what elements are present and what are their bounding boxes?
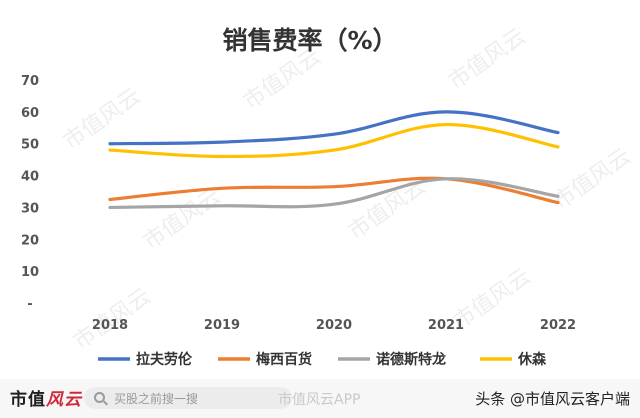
series-line: [108, 177, 560, 210]
x-tick-label: 2019: [204, 318, 240, 333]
legend-label: 休森: [517, 351, 547, 368]
series-lines: [108, 110, 560, 210]
legend-label: 拉夫劳伦: [136, 351, 193, 368]
legend: 拉夫劳伦 梅西百货 诺德斯特龙 休森: [98, 351, 547, 368]
x-tick-label: 2022: [540, 318, 576, 333]
watermark-text: 市值风云: [444, 24, 530, 95]
y-tick-label: 30: [21, 201, 39, 216]
y-tick-label: 60: [21, 106, 39, 121]
chart-title: 销售费率（%）: [222, 26, 397, 55]
y-tick-label: 10: [21, 265, 39, 280]
brand-logo: 市值风云: [10, 385, 82, 410]
series-line: [108, 122, 560, 159]
search-placeholder: 买股之前搜一搜: [114, 392, 199, 406]
x-tick-label: 2021: [428, 318, 464, 333]
brand-accent: 风云: [46, 390, 82, 410]
watermark-text: 市值风云: [549, 144, 635, 215]
legend-label: 诺德斯特龙: [376, 351, 446, 368]
x-tick-label: 2018: [92, 318, 128, 333]
x-tick-label: 2020: [316, 318, 352, 333]
y-axis-ticks: 70 60 50 40 30 20 10 -: [21, 74, 39, 312]
footer-bar: 市值风云 买股之前搜一搜 市值风云APP 头条 @市值风云客户端: [0, 379, 640, 418]
search-box[interactable]: 买股之前搜一搜: [84, 387, 292, 409]
search-icon: [94, 392, 105, 403]
brand-main: 市值: [10, 390, 46, 410]
legend-label: 梅西百货: [256, 351, 312, 368]
app-watermark: 市值风云APP: [278, 392, 361, 408]
y-tick-label: 70: [21, 74, 39, 89]
y-tick-label: 50: [21, 138, 39, 153]
series-line: [108, 176, 560, 205]
y-tick-label: 20: [21, 233, 39, 248]
y-tick-label: 40: [21, 170, 39, 185]
source-credit: 头条 @市值风云客户端: [475, 390, 630, 408]
x-axis-ticks: 2018 2019 2020 2021 2022: [92, 318, 576, 333]
series-line: [108, 110, 560, 146]
y-tick-label: -: [27, 297, 32, 312]
